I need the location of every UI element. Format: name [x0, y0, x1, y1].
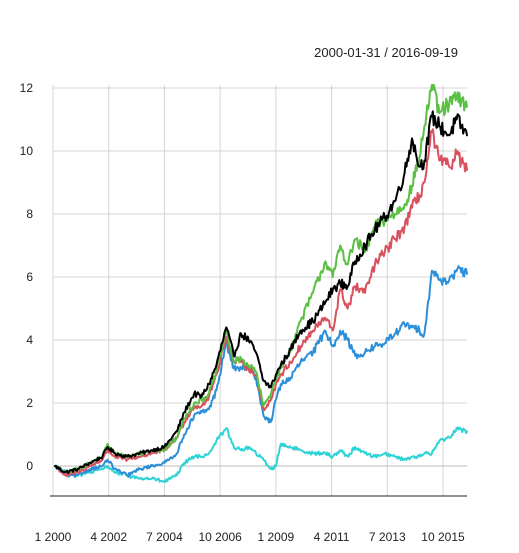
x-tick-label-6: 7 2013	[369, 530, 406, 544]
series-line-2	[54, 128, 468, 477]
date-range-label: 2000-01-31 / 2016-09-19	[314, 45, 458, 60]
y-gridlines	[53, 87, 467, 467]
y-axis-tick-labels: 0 2 4 6 8 10 12	[20, 81, 34, 473]
y-tick-label-4: 8	[26, 207, 33, 221]
x-tick-label-2: 7 2004	[146, 530, 183, 544]
x-tick-label-4: 1 2009	[258, 530, 295, 544]
y-tick-label-6: 12	[20, 81, 34, 95]
x-tick-label-5: 4 2011	[314, 530, 350, 544]
x-tick-label-3: 10 2006	[198, 530, 242, 544]
series-line-0	[54, 110, 468, 474]
series-line-3	[54, 265, 468, 478]
y-tick-label-2: 4	[26, 333, 33, 347]
y-tick-label-1: 2	[26, 396, 33, 410]
series-lines	[54, 83, 468, 483]
x-gridlines	[52, 85, 444, 496]
series-line-1	[54, 83, 468, 474]
x-tick-label-7: 10 2015	[421, 530, 465, 544]
x-tick-label-1: 4 2002	[90, 530, 127, 544]
y-tick-label-0: 0	[26, 459, 33, 473]
x-axis-tick-labels: 1 2000 4 2002 7 2004 10 2006 1 2009 4 2011 7 2…	[35, 530, 465, 544]
y-tick-label-3: 6	[26, 270, 33, 284]
x-tick-label-0: 1 2000	[35, 530, 72, 544]
y-tick-label-5: 10	[20, 144, 34, 158]
